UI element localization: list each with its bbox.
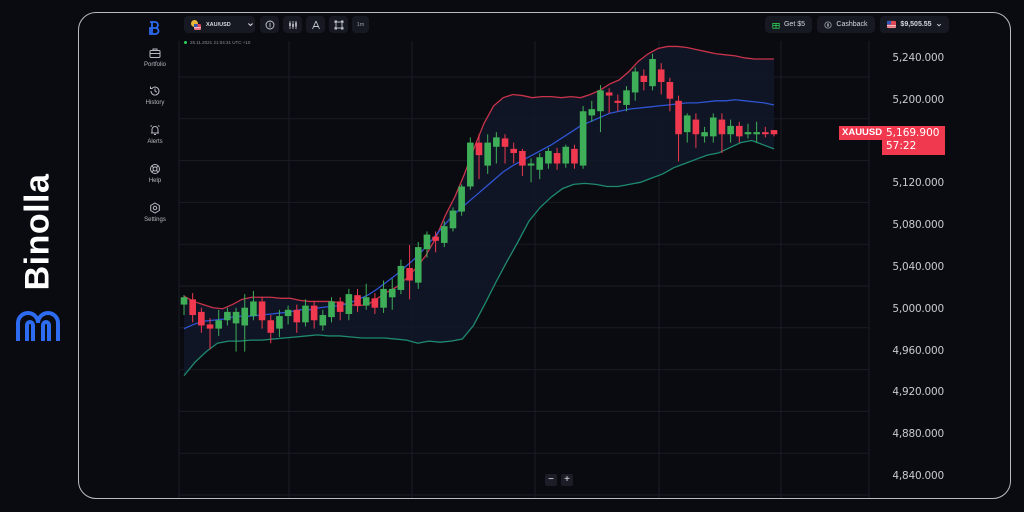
price-axis-label: 4,840.000: [892, 470, 944, 482]
sidebar-item-portfolio[interactable]: Portfolio: [135, 47, 175, 68]
price-axis-label: 5,000.000: [892, 302, 944, 315]
price-chart[interactable]: [79, 13, 1011, 499]
indicator-icon: [265, 20, 274, 29]
sidebar-item-settings[interactable]: Settings: [135, 202, 175, 223]
cashback-label: Cashback: [836, 21, 868, 28]
sidebar-item-history[interactable]: History: [135, 85, 175, 106]
brand-panel: Binolla: [0, 0, 78, 512]
sidebar-item-label: Alerts: [147, 139, 163, 145]
candle-countdown: 57:22: [886, 140, 917, 152]
sidebar-item-label: History: [145, 100, 165, 106]
screen-icon: [334, 20, 343, 29]
price-axis-label: 4,880.000: [892, 428, 944, 441]
current-price: 5,169.900: [886, 127, 940, 139]
history-icon: [150, 86, 160, 96]
compass-icon: [311, 20, 320, 29]
get-bonus-label: Get $5: [783, 21, 805, 28]
us-flag-icon: [887, 20, 897, 29]
asset-selector[interactable]: XAU/USD: [184, 16, 255, 33]
sidebar-item-label: Portfolio: [143, 62, 166, 68]
price-axis-label: 5,040.000: [892, 261, 944, 273]
server-time: 25.11.2021 21:04:31 UTC +10: [184, 40, 250, 45]
price-axis-label: 5,240.000: [892, 52, 944, 64]
binolla-logo-icon: [16, 311, 60, 341]
balance-selector[interactable]: $9,505.55: [880, 16, 949, 33]
sidebar-item-help[interactable]: Help: [135, 163, 175, 184]
drawing-button[interactable]: [306, 16, 325, 33]
briefcase-icon: [149, 48, 161, 58]
chevron-down-icon: [936, 23, 941, 27]
chevron-down-icon: [247, 23, 253, 27]
sidebar: Portfolio History Alerts Help Settings: [79, 13, 171, 498]
timestamp: 25.11.2021 21:04:31 UTC +10: [190, 40, 251, 45]
price-axis-label: 5,120.000: [892, 177, 944, 190]
fullscreen-button[interactable]: [329, 16, 348, 33]
sidebar-item-label: Settings: [144, 217, 166, 223]
sidebar-item-alerts[interactable]: Alerts: [135, 124, 175, 145]
price-axis-label: 4,960.000: [892, 344, 944, 357]
lifebuoy-icon: [150, 164, 160, 174]
candles-icon: [288, 20, 297, 29]
cashback-icon: [824, 20, 832, 29]
balance-value: $9,505.55: [900, 21, 932, 28]
current-price-tag: 5,169.900 57:22: [882, 126, 945, 155]
asset-label: XAU/USD: [206, 21, 231, 28]
timeframe-button[interactable]: 1m: [352, 16, 369, 33]
symbol-tag: XAUUSD: [839, 126, 886, 140]
price-axis-label: 5,200.000: [892, 93, 944, 106]
brand-name: Binolla: [18, 173, 57, 291]
zoom-in-button[interactable]: +: [561, 474, 573, 486]
sidebar-item-label: Help: [148, 178, 162, 184]
bell-icon: [150, 125, 160, 135]
chart-type-button[interactable]: [283, 16, 302, 33]
get-bonus-button[interactable]: Get $5: [765, 16, 812, 33]
app-window: Portfolio History Alerts Help Settings X…: [78, 12, 1011, 499]
app-logo-icon: [149, 21, 160, 35]
price-axis-label: 4,920.000: [892, 386, 944, 399]
gift-icon: [772, 22, 780, 29]
gear-icon: [150, 202, 160, 214]
cashback-button[interactable]: Cashback: [817, 16, 875, 33]
indicators-button[interactable]: [260, 16, 279, 33]
gold-usd-flag-icon: [191, 19, 201, 30]
online-status-dot: [184, 41, 187, 44]
price-axis-label: 5,080.000: [892, 219, 944, 232]
zoom-out-button[interactable]: −: [545, 474, 557, 486]
